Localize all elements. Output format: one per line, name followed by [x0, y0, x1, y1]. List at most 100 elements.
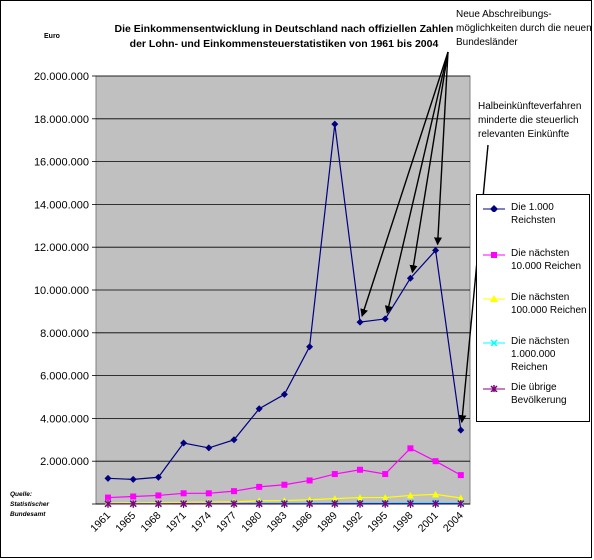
x-tick-label: 1995 — [365, 510, 390, 535]
y-tick-label: 10.000.000 — [34, 285, 89, 297]
point — [280, 500, 288, 508]
y-tick-label: 16.000.000 — [34, 157, 89, 169]
point — [331, 471, 338, 478]
x-tick-label: 2004 — [441, 510, 466, 535]
point — [154, 500, 162, 508]
point — [154, 473, 162, 481]
x-tick-label: 1965 — [113, 510, 138, 535]
point — [406, 274, 414, 282]
point — [432, 490, 440, 498]
legend-line: Die nächsten — [511, 292, 570, 303]
annotation-2-line-2: minderte die steuerlich — [478, 115, 579, 126]
point — [105, 494, 111, 501]
point — [205, 444, 213, 452]
source-line-3: Bundesamt — [10, 511, 46, 518]
point — [180, 439, 188, 447]
point — [357, 466, 363, 473]
legend: Die 1.000 Reichsten Die nächsten 10.000 … — [476, 194, 590, 422]
legend-swatch-purple-star — [483, 385, 505, 392]
point — [130, 493, 137, 500]
point — [104, 474, 112, 482]
point — [457, 472, 464, 479]
y-tick-label: 2.000.000 — [40, 456, 89, 468]
y-tick-label: 20.000.000 — [34, 71, 89, 83]
y-axis-unit-label: Euro — [44, 33, 60, 40]
point — [306, 477, 313, 484]
point — [231, 488, 237, 495]
point — [356, 494, 364, 501]
annotation-arrow — [409, 51, 449, 274]
point — [129, 475, 137, 483]
point — [104, 500, 112, 508]
legend-label-rest: Die übrige Bevölkerung — [511, 381, 591, 407]
point — [256, 483, 263, 490]
x-tick-label: 1998 — [391, 510, 416, 535]
legend-label-1000000: Die nächsten 1.000.000 Reichen — [511, 335, 591, 374]
legend-swatch-yellow-triangle — [483, 295, 505, 302]
point — [280, 390, 288, 398]
point — [306, 343, 314, 351]
x-tick-label: 1986 — [290, 510, 315, 535]
legend-swatch-cyan-x — [483, 339, 505, 346]
legend-line: Bevölkerung — [511, 395, 567, 406]
point — [406, 491, 414, 499]
legend-label-1000: Die 1.000 Reichsten — [511, 201, 591, 227]
legend-line: Reichsten — [511, 215, 556, 226]
x-tick-label: 1992 — [340, 510, 365, 535]
legend-label-100000: Die nächsten 100.000 Reichen — [511, 291, 591, 317]
source-note: Quelle: Statistischer Bundesamt — [10, 490, 49, 520]
annotation-2-line-3: relevanten Einkünfte — [478, 129, 570, 140]
point — [205, 490, 212, 497]
point — [129, 500, 137, 508]
annotation-arrow — [458, 144, 489, 424]
point — [457, 500, 465, 508]
x-tick-label: 2001 — [416, 510, 441, 535]
point — [432, 500, 440, 508]
legend-line: 1.000.000 — [511, 349, 556, 360]
chart-title: Die Einkommensentwicklung in Deutschland… — [96, 22, 472, 52]
point — [407, 445, 414, 452]
annotation-half-income: Halbeinkünfteverfahren minderte die steu… — [478, 100, 590, 142]
y-tick-label: 14.000.000 — [34, 199, 89, 211]
point — [381, 500, 389, 508]
point — [255, 500, 263, 508]
source-line-2: Statistischer — [10, 501, 50, 508]
legend-swatch-navy-diamond — [483, 205, 505, 212]
chart-title-line-2: der Lohn- und Einkommensteuerstatistiken… — [129, 38, 439, 50]
y-tick-label: 18.000.000 — [34, 114, 89, 126]
x-tick-label: 1989 — [315, 510, 340, 535]
legend-line: Reichen — [511, 362, 548, 373]
point — [331, 120, 339, 128]
annotation-1-line-2: möglichkeiten durch die neuen — [456, 23, 592, 34]
point — [155, 492, 162, 499]
point — [381, 494, 389, 501]
annotation-new-depreciation: Neue Abschreibungs- möglichkeiten durch … — [456, 8, 592, 50]
point — [205, 500, 213, 508]
legend-line: 10.000 Reichen — [511, 261, 582, 272]
legend-swatch-magenta-square — [483, 252, 505, 258]
point — [381, 315, 389, 323]
x-tick-label: 1968 — [139, 510, 164, 535]
legend-line: Die nächsten — [511, 336, 570, 347]
point — [382, 471, 389, 478]
y-tick-label: 8.000.000 — [40, 328, 89, 340]
point — [406, 500, 414, 508]
point — [432, 246, 440, 254]
point — [255, 405, 263, 413]
legend-label-10000: Die nächsten 10.000 Reichen — [511, 247, 591, 273]
source-line-1: Quelle: — [10, 491, 33, 498]
point — [457, 426, 465, 434]
point — [230, 500, 238, 508]
x-tick-label: 1983 — [265, 510, 290, 535]
y-tick-label: 4.000.000 — [40, 413, 89, 425]
point — [331, 500, 339, 508]
annotation-1-line-3: Bundesländer — [456, 37, 518, 48]
annotation-arrow — [433, 51, 449, 246]
legend-line: Die 1.000 — [511, 202, 554, 213]
legend-line: 100.000 Reichen — [511, 305, 587, 316]
legend-line: Die nächsten — [511, 248, 570, 259]
annotation-2-line-1: Halbeinkünfteverfahren — [478, 101, 582, 112]
y-tick-label: 6.000.000 — [40, 371, 89, 383]
